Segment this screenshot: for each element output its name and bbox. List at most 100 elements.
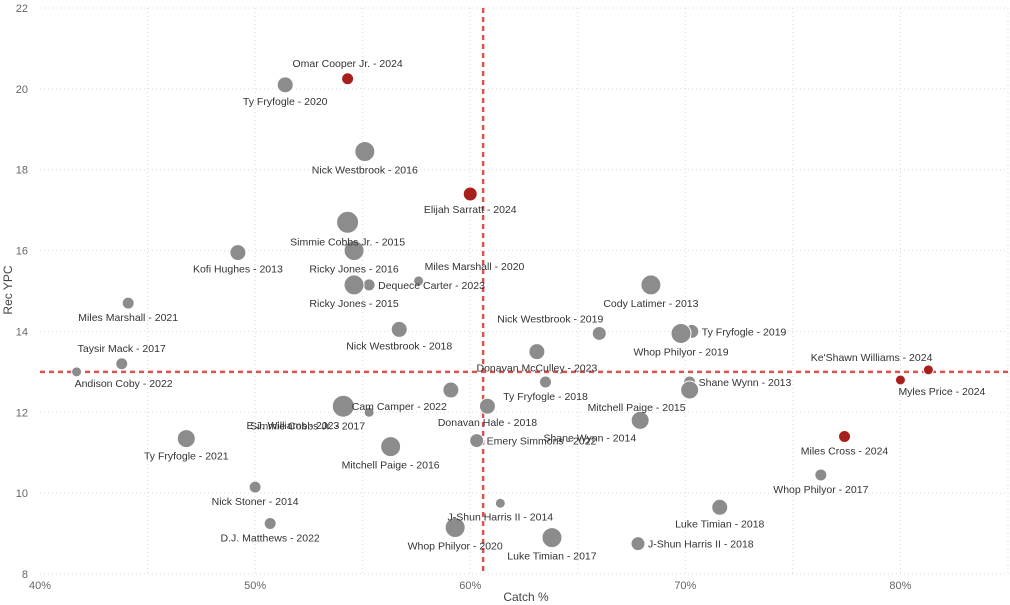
point-label: Ty Fryfogle - 2018 (503, 391, 588, 403)
data-point (248, 480, 262, 494)
point-label: Cam Camper - 2022 (352, 401, 447, 413)
data-point (630, 536, 646, 552)
data-point (494, 497, 506, 509)
point-label: Miles Cross - 2024 (801, 446, 889, 458)
data-point (462, 186, 478, 202)
point-label: Omar Cooper Jr. - 2024 (292, 58, 402, 70)
data-point (478, 397, 496, 415)
point-label: Mitchell Paige - 2015 (588, 402, 686, 414)
x-axis-title: Catch % (503, 590, 549, 604)
x-tick-label: 70% (674, 580, 696, 592)
point-label: Ke'Shawn Williams - 2024 (811, 352, 933, 364)
point-label: Donavan McCulley - 2023 (477, 363, 598, 375)
x-tick-label: 80% (889, 580, 911, 592)
data-point (115, 357, 129, 371)
data-point (121, 296, 135, 310)
point-label: Ty Fryfogle - 2020 (243, 96, 328, 108)
x-tick-label: 40% (29, 580, 51, 592)
data-point (630, 410, 650, 430)
data-point (469, 433, 485, 449)
data-point (343, 274, 365, 296)
point-label: Whop Philyor - 2019 (633, 346, 728, 358)
data-point (229, 244, 247, 262)
point-label: Shane Wynn - 2013 (699, 377, 792, 389)
point-label: E.J. Williams - 2023 (247, 420, 340, 432)
point-label: Shane Wynn - 2014 (543, 432, 636, 444)
point-label: Whop Philyor - 2017 (773, 484, 868, 496)
point-label: Simmie Cobbs Jr. - 2017 (250, 420, 365, 432)
data-point (640, 274, 662, 296)
data-points (71, 72, 934, 552)
data-point (444, 517, 466, 539)
point-label: Ricky Jones - 2015 (309, 298, 398, 310)
data-point (541, 527, 563, 549)
y-tick-label: 14 (16, 326, 28, 338)
data-point (413, 275, 425, 287)
x-tick-label: 50% (244, 580, 266, 592)
point-label: Miles Marshall - 2020 (425, 261, 525, 273)
point-label: Ty Fryfogle - 2021 (144, 451, 229, 463)
data-point (442, 381, 460, 399)
axis-ticks: 8 10 12 14 16 18 20 22 40% 50% 60% 70% 80% (16, 3, 912, 592)
point-label: Andison Coby - 2022 (75, 378, 173, 390)
point-label: D.J. Matthews - 2022 (221, 532, 320, 544)
point-label: Luke Timian - 2018 (675, 518, 764, 530)
point-label: Nick Westbrook - 2018 (346, 340, 452, 352)
y-tick-label: 18 (16, 165, 28, 177)
point-label: J-Shun Harris II - 2018 (648, 539, 754, 551)
data-point (71, 366, 83, 378)
data-point (343, 240, 365, 262)
point-label: Ty Fryfogle - 2019 (702, 326, 787, 338)
data-point (894, 374, 906, 386)
point-label: Nick Westbrook - 2016 (312, 165, 418, 177)
data-point (362, 278, 376, 292)
point-labels: Omar Cooper Jr. - 2024 Ty Fryfogle - 2020… (75, 58, 986, 563)
point-label: Luke Timian - 2017 (507, 551, 596, 563)
point-label: Simmie Cobbs Jr. - 2015 (290, 236, 405, 248)
data-point (263, 516, 277, 530)
data-point (354, 141, 376, 163)
data-point (838, 430, 852, 444)
y-tick-label: 22 (16, 3, 28, 15)
data-point (591, 325, 607, 341)
data-point (276, 76, 294, 94)
data-point (711, 498, 729, 516)
y-tick-label: 16 (16, 246, 28, 258)
reference-lines (40, 8, 1008, 574)
data-point (380, 436, 402, 458)
x-tick-label: 60% (459, 580, 481, 592)
data-point (341, 72, 355, 86)
point-label: Cody Latimer - 2013 (603, 298, 698, 310)
data-point (539, 375, 553, 389)
grid (40, 7, 1009, 575)
point-label: Miles Marshall - 2021 (78, 312, 178, 324)
point-label: Nick Stoner - 2014 (212, 496, 299, 508)
data-point (670, 322, 692, 344)
data-point (680, 380, 700, 400)
data-point (176, 429, 196, 449)
point-label: Mitchell Paige - 2016 (342, 460, 440, 472)
point-label: Elijah Sarratt - 2024 (424, 204, 517, 216)
point-label: J-Shun Harris II - 2014 (448, 511, 554, 523)
point-label: Kofi Hughes - 2013 (193, 264, 283, 276)
point-label: Emery Simmons - 2022 (487, 436, 597, 448)
data-point (331, 394, 355, 418)
point-label: Ricky Jones - 2016 (309, 264, 398, 276)
point-label: Donavan Hale - 2018 (438, 417, 537, 429)
y-tick-label: 12 (16, 407, 28, 419)
data-point (528, 343, 546, 361)
data-point (922, 364, 934, 376)
y-tick-label: 20 (16, 84, 28, 96)
y-axis-title: Rec YPC (1, 265, 15, 314)
data-point (336, 210, 360, 234)
point-label: Dequece Carter - 2023 (378, 280, 485, 292)
point-label: Whop Philyor - 2020 (408, 541, 503, 553)
point-label: Nick Westbrook - 2019 (497, 313, 603, 325)
data-point (390, 320, 408, 338)
y-tick-label: 8 (22, 569, 28, 581)
point-label: Myles Price - 2024 (898, 386, 985, 398)
point-label: Taysir Mack - 2017 (78, 343, 166, 355)
data-point (814, 468, 828, 482)
